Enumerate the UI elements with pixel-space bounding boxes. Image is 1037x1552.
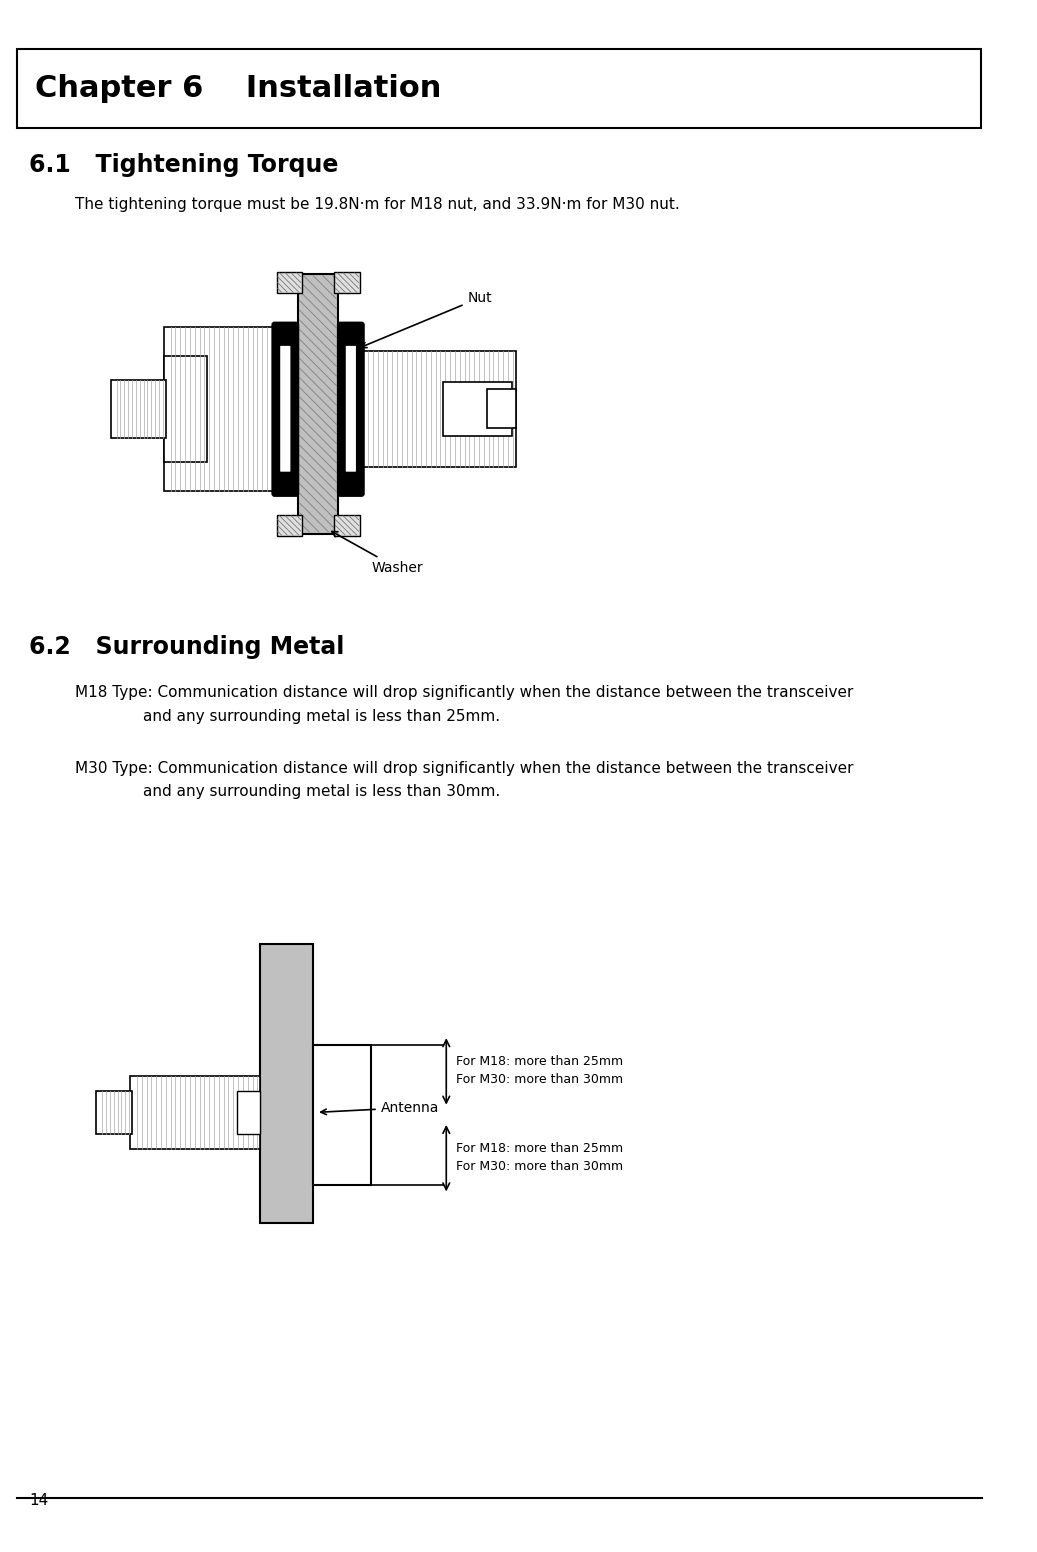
Bar	[335, 515, 360, 535]
Text: The tightening torque must be 19.8N·m for M18 nut, and 33.9N·m for M30 nut.: The tightening torque must be 19.8N·m fo…	[75, 197, 680, 211]
Text: Washer: Washer	[332, 531, 423, 574]
Text: 6.1   Tightening Torque: 6.1 Tightening Torque	[29, 154, 338, 177]
Text: and any surrounding metal is less than 30mm.: and any surrounding metal is less than 3…	[143, 784, 500, 799]
Bar	[260, 944, 313, 1223]
Text: 14: 14	[29, 1493, 48, 1507]
Text: Antenna: Antenna	[320, 1100, 439, 1114]
Bar	[96, 1091, 132, 1133]
Bar	[164, 355, 207, 462]
FancyBboxPatch shape	[345, 345, 357, 472]
Bar	[486, 390, 515, 428]
Bar	[444, 382, 512, 436]
Bar	[130, 1076, 260, 1148]
Text: M18 Type: Communication distance will drop significantly when the distance betwe: M18 Type: Communication distance will dr…	[75, 686, 853, 700]
Bar	[362, 351, 515, 467]
Bar	[237, 1091, 260, 1133]
Bar	[111, 380, 166, 438]
Text: M30 Type: Communication distance will drop significantly when the distance betwe: M30 Type: Communication distance will dr…	[75, 760, 853, 776]
Text: 6.2   Surrounding Metal: 6.2 Surrounding Metal	[29, 635, 344, 660]
Bar	[277, 272, 302, 293]
Bar	[18, 50, 981, 129]
Text: and any surrounding metal is less than 25mm.: and any surrounding metal is less than 2…	[143, 709, 500, 723]
Bar	[164, 327, 275, 490]
Text: Chapter 6    Installation: Chapter 6 Installation	[34, 74, 441, 104]
FancyBboxPatch shape	[338, 323, 363, 495]
Bar	[298, 273, 338, 534]
Bar	[335, 272, 360, 293]
FancyBboxPatch shape	[280, 345, 291, 472]
FancyBboxPatch shape	[273, 323, 298, 495]
Text: Nut: Nut	[361, 290, 493, 348]
Text: For M18: more than 25mm
For M30: more than 30mm: For M18: more than 25mm For M30: more th…	[456, 1142, 623, 1173]
Bar	[277, 515, 302, 535]
Text: For M18: more than 25mm
For M30: more than 30mm: For M18: more than 25mm For M30: more th…	[456, 1055, 623, 1086]
Bar	[313, 1044, 371, 1184]
